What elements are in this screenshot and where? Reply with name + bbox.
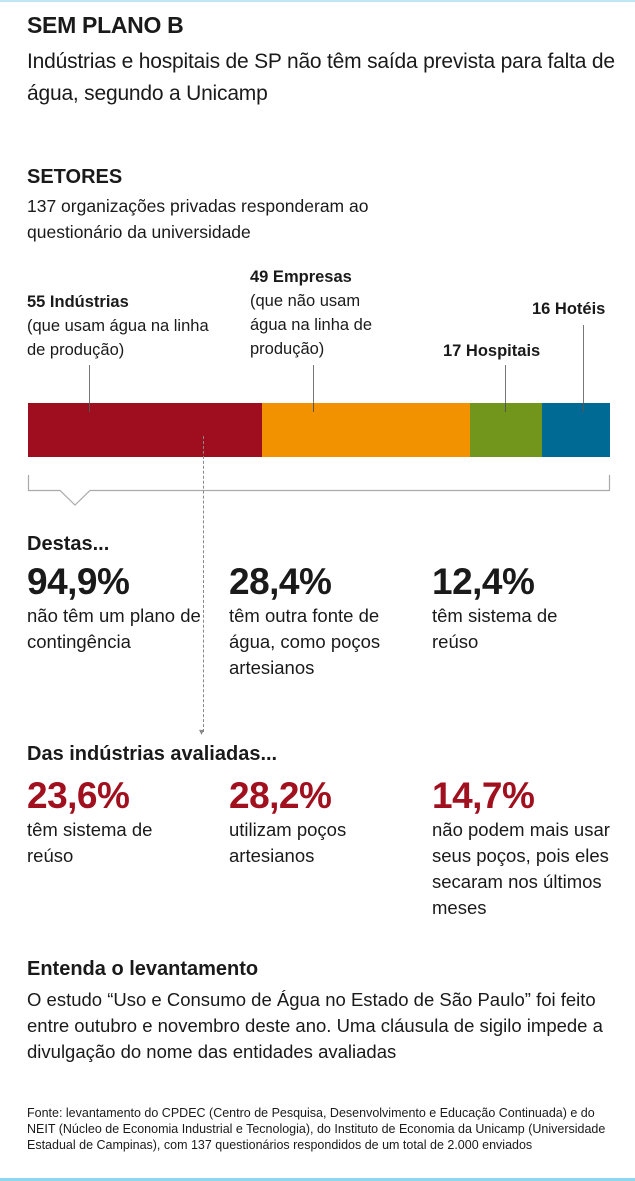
destas-heading: Destas... <box>27 533 110 555</box>
label-note: (que não usam água na linha de produção) <box>250 292 373 358</box>
stat-value: 23,6% <box>27 775 130 816</box>
source-note: Fonte: levantamento do CPDEC (Centro de … <box>27 1106 606 1152</box>
industrias-heading: Das indústrias avaliadas... <box>27 743 278 765</box>
leader-tick <box>583 403 584 412</box>
stat-text: utilizam poços artesianos <box>229 819 347 866</box>
page-subtitle: Indústrias e hospitais de SP não têm saí… <box>27 50 615 105</box>
bar-segment-hospitais <box>469 403 543 457</box>
leader-line-industrias <box>89 365 90 412</box>
label-title: 49 Empresas <box>250 268 352 286</box>
leader-line-hoteis <box>583 325 584 412</box>
label-empresas: 49 Empresas (que não usam água na linha … <box>250 265 390 361</box>
top-rule <box>0 0 635 2</box>
stat-value: 94,9% <box>27 561 130 602</box>
label-title: 17 Hospitais <box>443 342 541 360</box>
stat-industrias-3: 14,7% não podem mais usar seus poços, po… <box>432 775 617 921</box>
arrow-down-icon: ▾ <box>199 727 205 738</box>
stat-industrias-1: 23,6% têm sistema de reúso <box>27 775 187 869</box>
stat-value: 28,2% <box>229 775 332 816</box>
sectors-subheading: 137 organizações privadas responderam ao… <box>27 196 369 242</box>
dotted-pointer-line <box>203 436 204 732</box>
label-industrias: 55 Indústrias (que usam água na linha de… <box>27 290 217 362</box>
stat-text: não podem mais usar seus poços, pois ele… <box>432 819 610 918</box>
label-note: (que usam água na linha de produção) <box>27 317 209 359</box>
stat-value: 28,4% <box>229 561 332 602</box>
leader-line-hospitais <box>505 365 506 412</box>
stat-text: não têm um plano de contingência <box>27 605 201 652</box>
label-title: 55 Indústrias <box>27 293 129 311</box>
page-title: SEM PLANO B <box>27 12 184 38</box>
stat-text: têm sistema de reúso <box>27 819 153 866</box>
leader-tick <box>89 403 90 412</box>
stat-industrias-2: 28,2% utilizam poços artesianos <box>229 775 379 869</box>
about-heading: Entenda o levantamento <box>27 958 259 980</box>
sectors-heading: SETORES <box>27 166 123 188</box>
bar-segment-hoteis <box>542 403 611 457</box>
bar-segment-empresas <box>261 403 471 457</box>
label-title: 16 Hotéis <box>532 300 606 318</box>
stacked-bar <box>28 403 611 457</box>
bottom-rule <box>0 1178 635 1181</box>
label-hospitais: 17 Hospitais <box>443 339 540 363</box>
stat-value: 12,4% <box>432 561 535 602</box>
stat-destas-1: 94,9% não têm um plano de contingência <box>27 561 222 655</box>
stat-destas-3: 12,4% têm sistema de reúso <box>432 561 572 655</box>
bar-segment-industrias <box>28 403 263 457</box>
stat-destas-2: 28,4% têm outra fonte de água, como poço… <box>229 561 424 681</box>
bracket <box>27 475 611 506</box>
stat-text: têm outra fonte de água, como poços arte… <box>229 605 381 678</box>
about-text: O estudo “Uso e Consumo de Água no Estad… <box>27 989 603 1062</box>
stat-text: têm sistema de reúso <box>432 605 558 652</box>
label-hoteis: 16 Hotéis <box>532 297 605 321</box>
leader-tick <box>505 403 506 412</box>
leader-tick <box>313 403 314 412</box>
leader-line-empresas <box>313 365 314 412</box>
stat-value: 14,7% <box>432 775 535 816</box>
